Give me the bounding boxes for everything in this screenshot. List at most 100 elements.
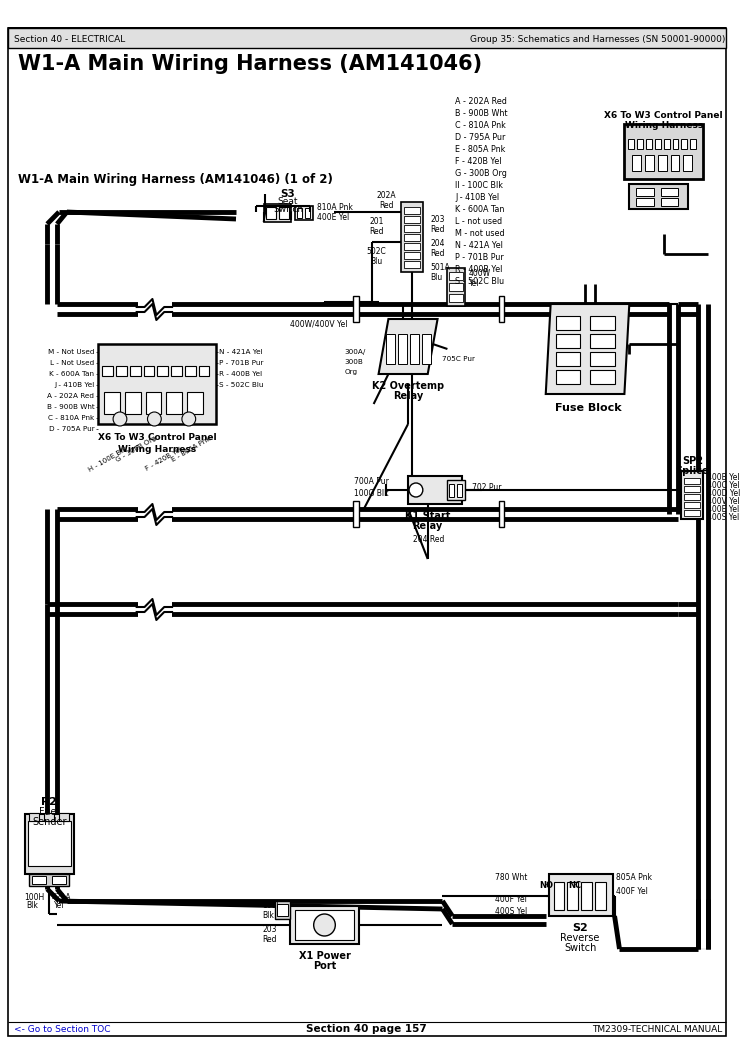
Bar: [633, 155, 641, 171]
Text: Reverse: Reverse: [560, 933, 600, 943]
Bar: [645, 155, 654, 171]
Text: S3: S3: [280, 189, 295, 199]
Text: 202A: 202A: [377, 192, 396, 200]
Text: R - 400B Yel: R - 400B Yel: [219, 371, 263, 377]
Bar: [295, 206, 313, 220]
Text: Red: Red: [263, 935, 277, 945]
Polygon shape: [546, 304, 630, 394]
Bar: [421, 334, 430, 364]
Text: 300B: 300B: [344, 359, 363, 365]
Bar: [353, 501, 359, 527]
Text: E - 805A Pnk: E - 805A Pnk: [455, 145, 506, 153]
Text: 400E Yel: 400E Yel: [316, 214, 349, 222]
Text: 501A: 501A: [430, 263, 451, 271]
Bar: [186, 392, 203, 414]
Bar: [681, 139, 687, 149]
Bar: [305, 207, 310, 218]
Bar: [297, 207, 302, 218]
Text: Switch: Switch: [273, 205, 303, 215]
Bar: [25, 814, 74, 874]
Bar: [275, 901, 290, 919]
Text: M - not used: M - not used: [455, 229, 505, 237]
Text: P - 701B Pur: P - 701B Pur: [219, 360, 264, 366]
Bar: [568, 882, 578, 910]
Text: X6 To W3 Control Panel: X6 To W3 Control Panel: [604, 111, 723, 119]
Text: Seat: Seat: [278, 198, 298, 206]
Bar: [664, 139, 670, 149]
Text: X6 To W3 Control Panel: X6 To W3 Control Panel: [98, 433, 216, 443]
Bar: [556, 334, 580, 348]
Text: 203: 203: [263, 926, 277, 934]
Text: K - 600A Tan: K - 600A Tan: [49, 371, 95, 377]
Bar: [171, 366, 182, 376]
Text: Section 40 page 157: Section 40 page 157: [307, 1024, 427, 1034]
Text: Blk: Blk: [263, 912, 275, 920]
Bar: [448, 268, 465, 306]
Text: Fuel: Fuel: [39, 807, 59, 817]
Text: 100F: 100F: [263, 901, 281, 911]
Text: S - 502C Blu: S - 502C Blu: [455, 277, 504, 285]
Text: G - 300B Org: G - 300B Org: [455, 168, 507, 178]
Text: Group 35: Schematics and Harnesses (SN 50001-90000): Group 35: Schematics and Harnesses (SN 5…: [470, 34, 726, 44]
Bar: [410, 334, 419, 364]
Text: 400F Yel: 400F Yel: [615, 887, 648, 897]
Text: 400V Yel: 400V Yel: [707, 497, 740, 505]
Text: Blu: Blu: [430, 272, 443, 282]
Text: H - 100E Blk: H - 100E Blk: [88, 446, 128, 472]
Polygon shape: [378, 319, 438, 375]
Bar: [630, 184, 689, 209]
Text: 100G Blk: 100G Blk: [354, 489, 389, 499]
Text: Yel: Yel: [54, 901, 65, 911]
Text: P2: P2: [41, 797, 57, 807]
Text: Red: Red: [369, 228, 384, 236]
Bar: [278, 904, 288, 916]
Bar: [646, 139, 652, 149]
Text: P - 701B Pur: P - 701B Pur: [455, 252, 504, 262]
Text: D - 795A Pur: D - 795A Pur: [455, 133, 506, 142]
Text: C - 810A Pnk: C - 810A Pnk: [455, 120, 506, 130]
Text: Blu: Blu: [371, 257, 383, 266]
Bar: [581, 882, 592, 910]
Bar: [143, 366, 154, 376]
Bar: [404, 216, 420, 223]
Bar: [30, 813, 40, 821]
Bar: [636, 188, 654, 196]
Text: 100H: 100H: [25, 893, 45, 901]
Bar: [125, 392, 140, 414]
Text: Red: Red: [430, 249, 445, 259]
Bar: [636, 198, 654, 206]
Bar: [263, 204, 291, 222]
Text: E - 805A Pnk: E - 805A Pnk: [170, 435, 211, 463]
Bar: [8, 28, 726, 48]
Text: 400W/400V Yel: 400W/400V Yel: [290, 319, 348, 329]
Bar: [590, 352, 615, 366]
Bar: [554, 882, 565, 910]
Text: II - 100C Blk: II - 100C Blk: [455, 181, 504, 189]
Text: Wiring Harness: Wiring Harness: [624, 120, 703, 130]
Bar: [637, 139, 643, 149]
Text: K - 600A Tan: K - 600A Tan: [455, 204, 504, 214]
Bar: [157, 366, 168, 376]
Text: 400W: 400W: [469, 269, 491, 279]
Bar: [290, 907, 359, 944]
Bar: [266, 207, 276, 219]
Text: A - 202A Red: A - 202A Red: [455, 97, 507, 105]
Text: K1 Start: K1 Start: [405, 511, 451, 521]
Text: 201: 201: [369, 217, 383, 227]
Bar: [684, 510, 700, 516]
Text: N - 421A Yel: N - 421A Yel: [219, 349, 263, 355]
Bar: [295, 910, 354, 940]
Circle shape: [182, 412, 195, 426]
Text: Splice: Splice: [675, 466, 709, 476]
Text: Section 40 - ELECTRICAL: Section 40 - ELECTRICAL: [13, 34, 125, 44]
Text: Red: Red: [379, 201, 394, 211]
Text: Org: Org: [344, 369, 357, 375]
Bar: [628, 139, 634, 149]
Bar: [498, 501, 504, 527]
Text: NO: NO: [539, 881, 553, 891]
Bar: [448, 480, 465, 500]
Bar: [684, 494, 700, 500]
Circle shape: [113, 412, 127, 426]
Text: W1-A Main Wiring Harness (AM141046) (1 of 2): W1-A Main Wiring Harness (AM141046) (1 o…: [18, 172, 333, 185]
Bar: [28, 821, 71, 866]
